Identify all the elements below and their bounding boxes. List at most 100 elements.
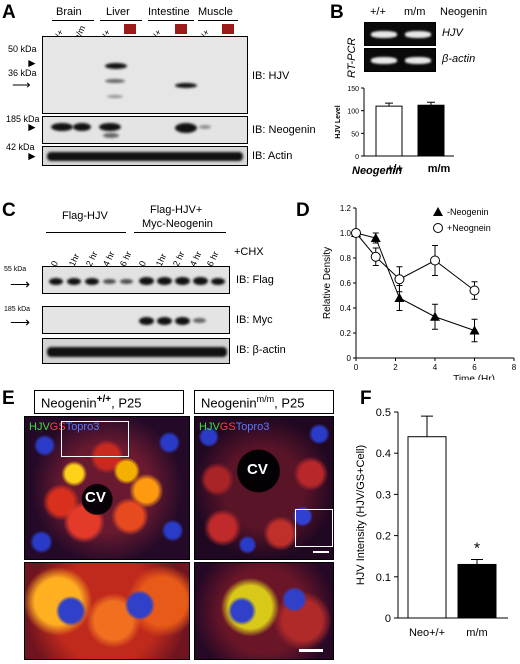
data-point <box>394 274 405 285</box>
label-ib-beta-actin: IB: β-actin <box>236 344 286 356</box>
data-point <box>370 233 381 242</box>
bar <box>417 104 445 157</box>
y-axis-label: HJV Level <box>335 105 342 139</box>
neogenin-label: Neogenin <box>440 6 488 18</box>
title-wt-sup: +/+ <box>96 394 112 405</box>
blot-actin <box>42 146 248 166</box>
group-brain: Brain <box>56 6 82 18</box>
blot-flag <box>42 266 230 294</box>
scale-bar <box>299 649 323 652</box>
lane-label-redacted <box>124 24 136 34</box>
micrograph-wt: HJVGSTopro3 CV <box>24 416 190 560</box>
bar <box>457 563 497 619</box>
category-label: Neo+/+ <box>409 627 445 639</box>
panel-a-label: A <box>2 2 16 23</box>
title-wt-text: Neogenin <box>41 395 97 411</box>
y-tick-label: 0.6 <box>340 279 352 288</box>
data-point <box>430 311 440 321</box>
label-ib-hjv: IB: HJV <box>252 70 290 82</box>
y-axis-label: HJV Intensity (HJV/GS+Cell) <box>355 445 367 585</box>
x-tick-label: 6 <box>472 363 477 372</box>
genotype-mm: m/m <box>404 6 426 18</box>
gene-hjv: HJV <box>442 27 463 39</box>
chart-d: 0 0.2 0.4 0.6 0.8 1.0 1.2 0 2 4 6 8 Time (Hr) Relativ… <box>322 204 517 380</box>
group-line <box>134 232 226 233</box>
y-tick-label: 0.2 <box>376 531 391 543</box>
cv-label: CV <box>85 489 106 506</box>
y-tick-label: 0 <box>347 354 352 363</box>
label-ib-flag: IB: Flag <box>236 274 274 286</box>
marker-185kda-c: 185 kDa <box>4 306 31 313</box>
gel-hjv <box>364 22 436 46</box>
y-tick-label: 1.2 <box>340 204 352 213</box>
data-point <box>351 228 361 238</box>
lane-label-redacted <box>175 24 187 34</box>
marker-55kda: 55 kDa <box>4 266 27 273</box>
title-wt-suffix: , P25 <box>111 395 142 411</box>
arrowhead-icon: ► <box>26 149 38 163</box>
x-axis-label: Time (Hr) <box>453 374 495 380</box>
cv-label: CV <box>247 461 268 478</box>
y-tick-label: 0.3 <box>376 489 391 501</box>
data-point <box>394 293 405 302</box>
panel-e-label: E <box>2 388 15 409</box>
zoom-wt <box>24 562 190 660</box>
group-flag-hjv: Flag-HJV <box>62 210 108 222</box>
blot-myc <box>42 306 230 334</box>
blot-beta-actin <box>42 338 230 364</box>
title-mm: Neogeninm/m, P25 <box>194 390 334 414</box>
stain-label: HJVGSTopro3 <box>29 421 100 433</box>
gel-actin <box>364 48 436 72</box>
data-point <box>430 255 440 266</box>
zoom-mm <box>194 562 334 660</box>
zoom-box <box>61 421 129 457</box>
data-point <box>370 251 381 262</box>
group2-line2: Myc-Neogenin <box>142 218 213 230</box>
marker-42kda: 42 kDa <box>6 142 35 152</box>
blot-neogenin <box>42 116 248 144</box>
y-tick-label: 0.5 <box>376 407 391 419</box>
category-label: m/m <box>466 627 487 639</box>
x-tick-label: 0 <box>354 363 359 372</box>
y-tick-label: 0 <box>385 613 391 625</box>
arrow-icon: ⟶ <box>10 314 31 330</box>
y-tick-label: 0.8 <box>340 254 352 263</box>
marker-185kda: 185 kDa <box>6 114 40 124</box>
genotype-wt: +/+ <box>370 6 386 18</box>
rt-pcr-label: RT-PCR <box>346 37 358 78</box>
gene-actin: β-actin <box>442 53 476 65</box>
y-tick-label: 0.4 <box>376 448 391 460</box>
lane-label-redacted <box>222 24 234 34</box>
chart-b: 0 50 100 150 HJV Level +/+ m/m <box>335 86 454 175</box>
label-ib-myc: IB: Myc <box>236 314 273 326</box>
marker-50kda: 50 kDa <box>8 44 37 54</box>
label-ib-actin: IB: Actin <box>252 150 293 162</box>
open-arrow-icon: ⟶ <box>12 77 31 92</box>
panel-f-label: F <box>360 388 372 409</box>
blot-hjv <box>42 36 248 114</box>
y-tick-label: 0 <box>355 154 359 161</box>
group-muscle: Muscle <box>198 6 233 18</box>
title-wt: Neogenin+/+, P25 <box>34 390 184 414</box>
data-point <box>469 325 480 335</box>
label-ib-neogenin: IB: Neogenin <box>252 124 316 136</box>
chart-b-xtitle: Neogenin <box>352 165 403 177</box>
group-line <box>52 20 94 21</box>
group-line <box>46 232 126 233</box>
panel-d-label: D <box>296 200 310 221</box>
y-tick-label: 100 <box>347 109 359 116</box>
group-line <box>100 20 142 21</box>
title-mm-text: Neogenin <box>201 395 257 411</box>
zoom-box <box>295 509 333 547</box>
arrow-icon: ⟶ <box>10 276 31 292</box>
arrowhead-icon: ► <box>26 56 38 70</box>
y-tick-label: 150 <box>347 86 359 93</box>
group-line <box>148 20 194 21</box>
chart-f: 0 0.1 0.2 0.3 0.4 0.5 HJV Intensity (HJV/GS+Ce… <box>355 407 508 639</box>
y-tick-label: 0.2 <box>340 329 352 338</box>
group2-line1: Flag-HJV+ <box>150 204 203 216</box>
y-tick-label: 1.0 <box>340 229 352 238</box>
y-tick-label: 0.4 <box>340 304 352 313</box>
group-line <box>198 20 238 21</box>
scale-bar <box>313 551 329 553</box>
